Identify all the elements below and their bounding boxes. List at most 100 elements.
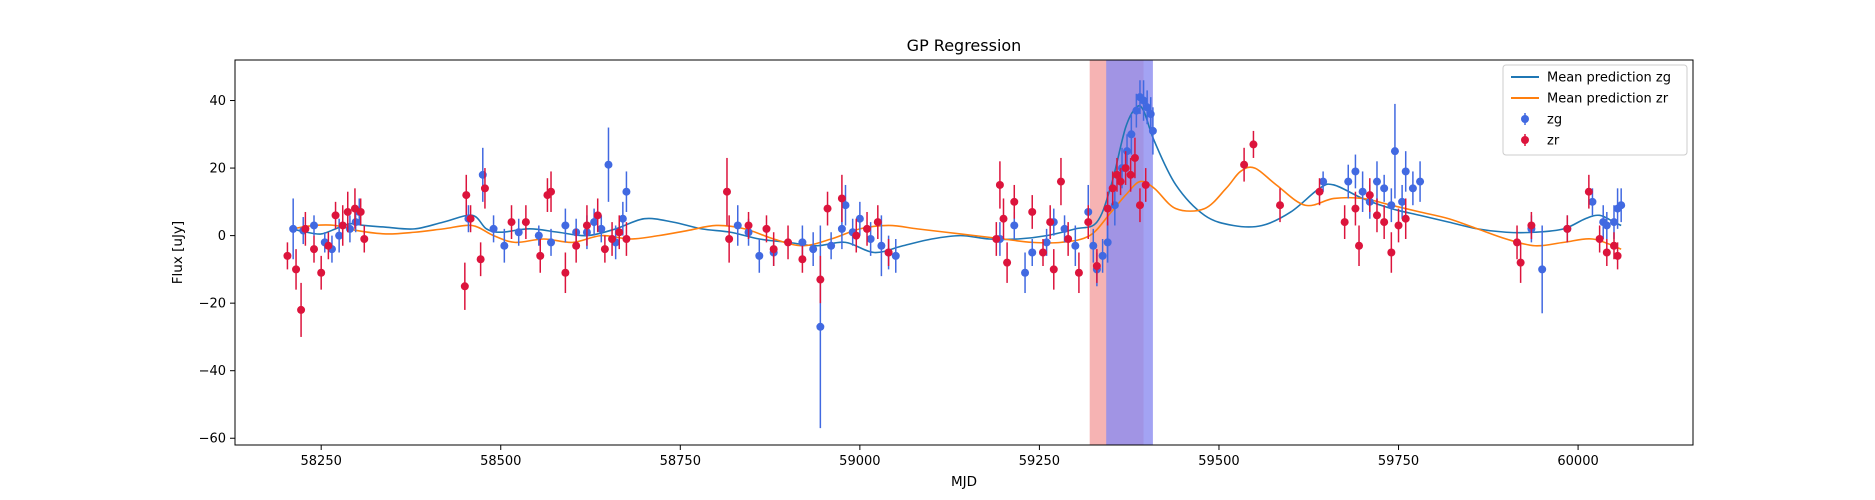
legend-label: Mean prediction zr [1547, 92, 1669, 107]
zg-point [891, 238, 900, 273]
legend-item-zg: zg [1521, 113, 1562, 128]
zr-point [466, 205, 475, 233]
zr-marker [292, 265, 301, 274]
zr-point [784, 225, 793, 260]
zg-point [489, 215, 498, 243]
zg-marker [618, 214, 627, 223]
zr-point [1103, 191, 1112, 226]
zg-point [1103, 222, 1112, 263]
zr-marker [863, 224, 872, 233]
zr-marker [1074, 268, 1083, 277]
zr-point [992, 222, 1001, 256]
zr-point [1380, 205, 1389, 239]
zg-marker [534, 231, 543, 240]
zr-point [1092, 249, 1101, 283]
zg-point [534, 225, 543, 246]
zr-point [460, 262, 469, 310]
zg-marker [891, 251, 900, 260]
zg-marker [855, 214, 864, 223]
y-tick-label: 40 [209, 94, 226, 109]
zr-marker [1563, 224, 1572, 233]
zr-marker [536, 251, 545, 260]
zr-point [999, 198, 1008, 239]
zr-marker [297, 305, 306, 314]
zr-point [1584, 174, 1593, 209]
zg-marker [1408, 184, 1417, 193]
zg-point [590, 208, 599, 236]
zr-marker [593, 211, 602, 220]
zg-point [514, 218, 523, 246]
zg-marker [1098, 251, 1107, 260]
zr-point [1276, 188, 1285, 223]
zr-marker [1010, 197, 1019, 206]
zg-point [604, 127, 613, 202]
zr-point [1112, 157, 1121, 192]
zg-marker [1380, 184, 1389, 193]
zr-marker [343, 207, 352, 216]
zr-marker [1351, 204, 1360, 213]
zr-marker [360, 234, 369, 243]
zr-marker [1340, 218, 1349, 227]
zr-marker [1130, 153, 1139, 162]
zr-point [600, 235, 609, 263]
shaded-region-2 [1106, 60, 1153, 445]
axis-ticks: 58250 58500 58750 59000 59250 59500 59750 60000… [199, 94, 1599, 469]
zg-point [1358, 171, 1367, 212]
zg-point [877, 215, 886, 277]
zg-marker [514, 228, 523, 237]
x-tick-label: 58750 [660, 454, 701, 469]
zr-marker [1249, 140, 1258, 149]
zg-point [1380, 174, 1389, 202]
zr-point [593, 198, 602, 233]
zr-marker [1602, 248, 1611, 257]
zg-point [1089, 228, 1098, 263]
zg-point [841, 184, 850, 226]
zr-point [317, 255, 326, 290]
zg-marker [1344, 177, 1353, 186]
zg-marker [1390, 147, 1399, 156]
zr-marker [1609, 241, 1618, 250]
legend-item-zr: zr [1521, 134, 1560, 149]
zr-marker [615, 228, 624, 237]
zg-marker [1028, 248, 1037, 257]
zg-marker [1602, 221, 1611, 230]
zr-point [1516, 242, 1525, 283]
zr-marker [1276, 201, 1285, 210]
zg-marker [1588, 197, 1597, 206]
zr-marker [995, 180, 1004, 189]
zg-point [1538, 225, 1547, 314]
zr-point [722, 157, 731, 226]
zr-point [507, 205, 516, 239]
zr-point [1039, 238, 1048, 267]
zg-marker [1071, 241, 1080, 250]
zg-marker [837, 224, 846, 233]
zr-marker [1613, 251, 1622, 260]
x-axis-label: MJD [951, 474, 977, 490]
zr-marker [1084, 218, 1093, 227]
zg-marker [604, 160, 613, 169]
y-tick-label: 20 [209, 162, 226, 177]
zr-marker [1135, 201, 1144, 210]
zr-point [1108, 171, 1117, 206]
zr-marker [725, 234, 734, 243]
zr-point [462, 174, 471, 216]
zr-marker [1049, 265, 1058, 274]
zg-marker [597, 224, 606, 233]
zg-marker [809, 245, 818, 254]
shaded-regions [1089, 60, 1153, 445]
zr-marker [317, 268, 326, 277]
zg-marker [1319, 177, 1328, 186]
zg-marker [755, 251, 764, 260]
zr-point [521, 205, 530, 239]
zr-point [816, 255, 825, 304]
zr-point [1355, 225, 1364, 267]
zr-marker [1240, 160, 1249, 169]
zg-point [1351, 154, 1360, 189]
zr-point [852, 218, 861, 253]
legend-label: zg [1547, 113, 1562, 128]
zr-marker [1103, 204, 1112, 213]
zr-marker [1121, 164, 1130, 173]
zr-marker [476, 255, 485, 264]
zr-marker [1595, 234, 1604, 243]
y-tick-label: −20 [199, 297, 226, 312]
